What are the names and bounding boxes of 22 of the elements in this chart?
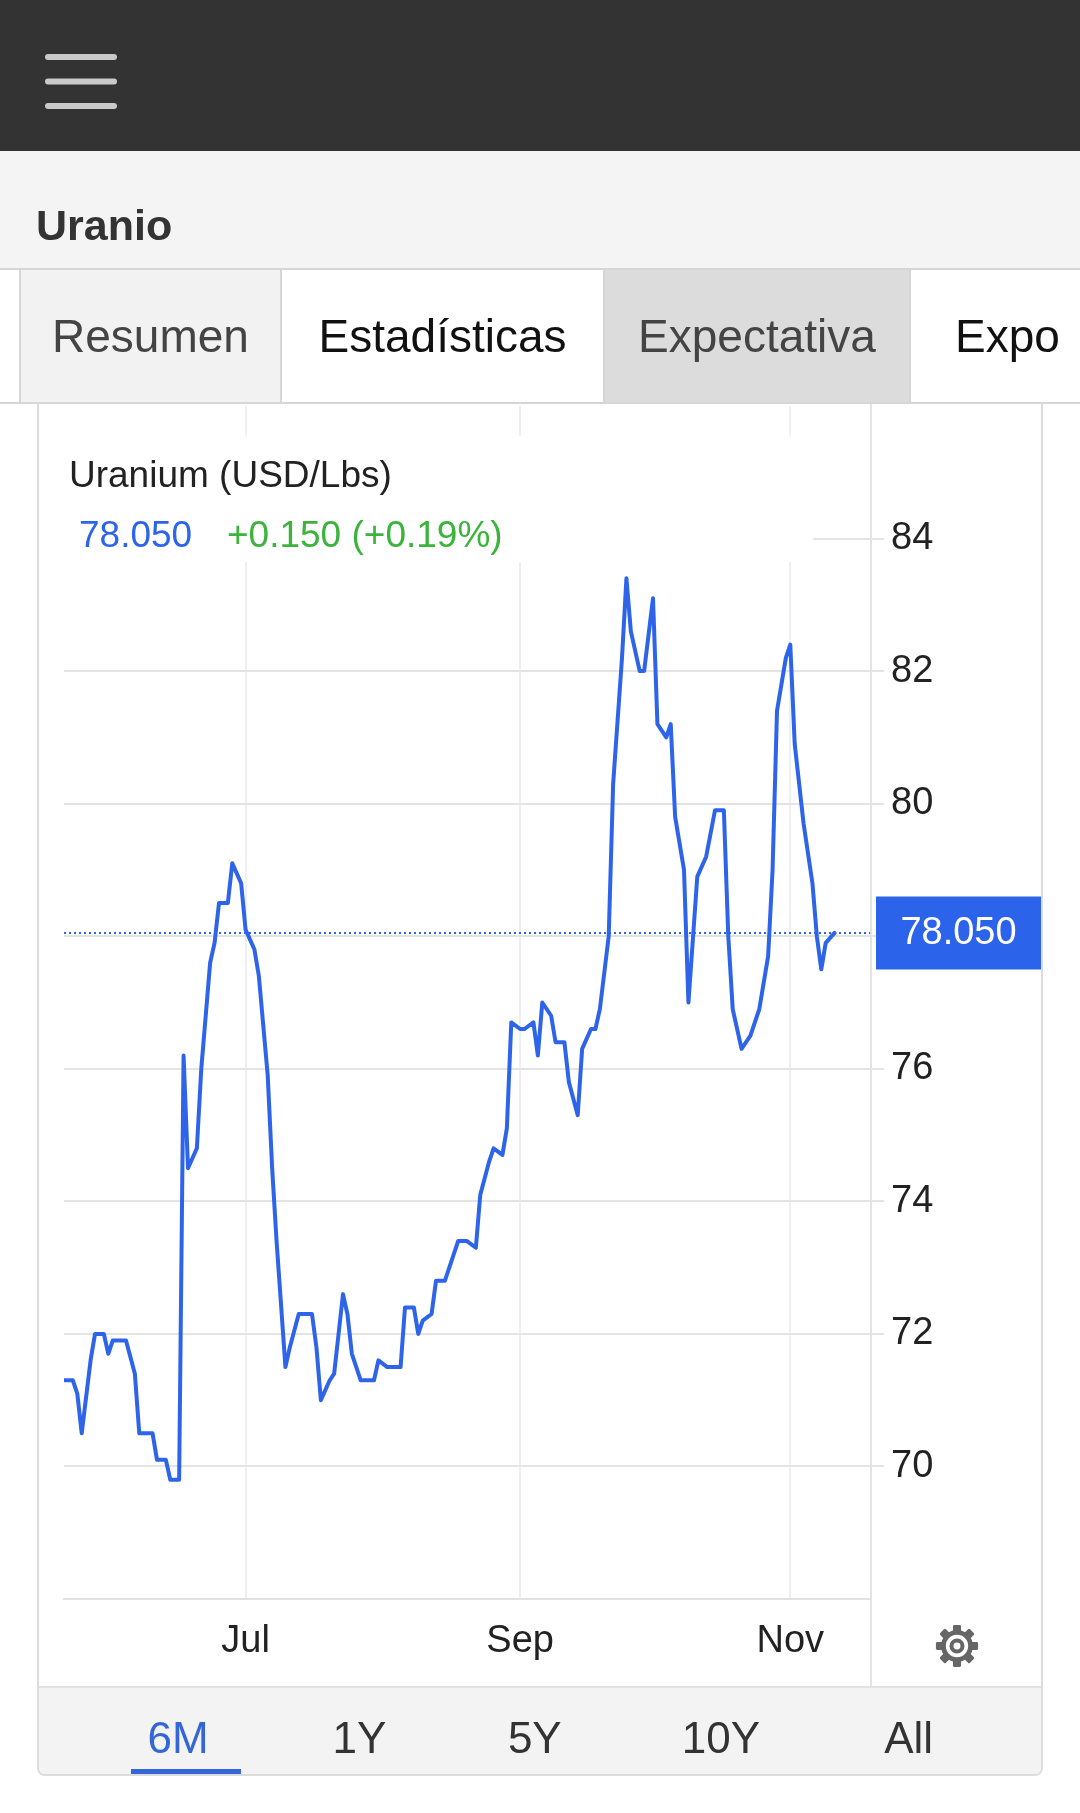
- x-tick-label: Nov: [756, 1618, 825, 1661]
- annotation: +0.150 (+0.19%): [227, 514, 503, 555]
- tab: Resumen: [19, 270, 282, 402]
- y-tick-label: 82: [891, 647, 934, 690]
- ref-line-label: 78.050: [900, 910, 1017, 953]
- text: 5Y: [506, 1713, 563, 1762]
- text: 1Y: [331, 1713, 388, 1762]
- annotation: 78.050: [79, 514, 193, 555]
- text: 6M: [146, 1713, 210, 1762]
- text: All: [883, 1713, 935, 1762]
- y-tick-label: 72: [891, 1310, 934, 1353]
- x-tick-label: Jul: [221, 1618, 270, 1661]
- y-tick-label: 80: [891, 780, 934, 823]
- y-tick-label: 74: [891, 1177, 934, 1220]
- y-tick-label: 76: [891, 1045, 934, 1088]
- y-tick-label: 84: [891, 515, 934, 558]
- caption-panel: Uranium (USD/Lbs) 78.050 +0.150 (+0.19%): [64, 436, 813, 562]
- text: 10Y: [680, 1713, 762, 1762]
- y-tick-label: 70: [891, 1442, 934, 1485]
- chart-title: Uranio: [36, 201, 173, 249]
- tab: Expectativa: [605, 270, 911, 402]
- x-tick-label: Sep: [486, 1618, 554, 1661]
